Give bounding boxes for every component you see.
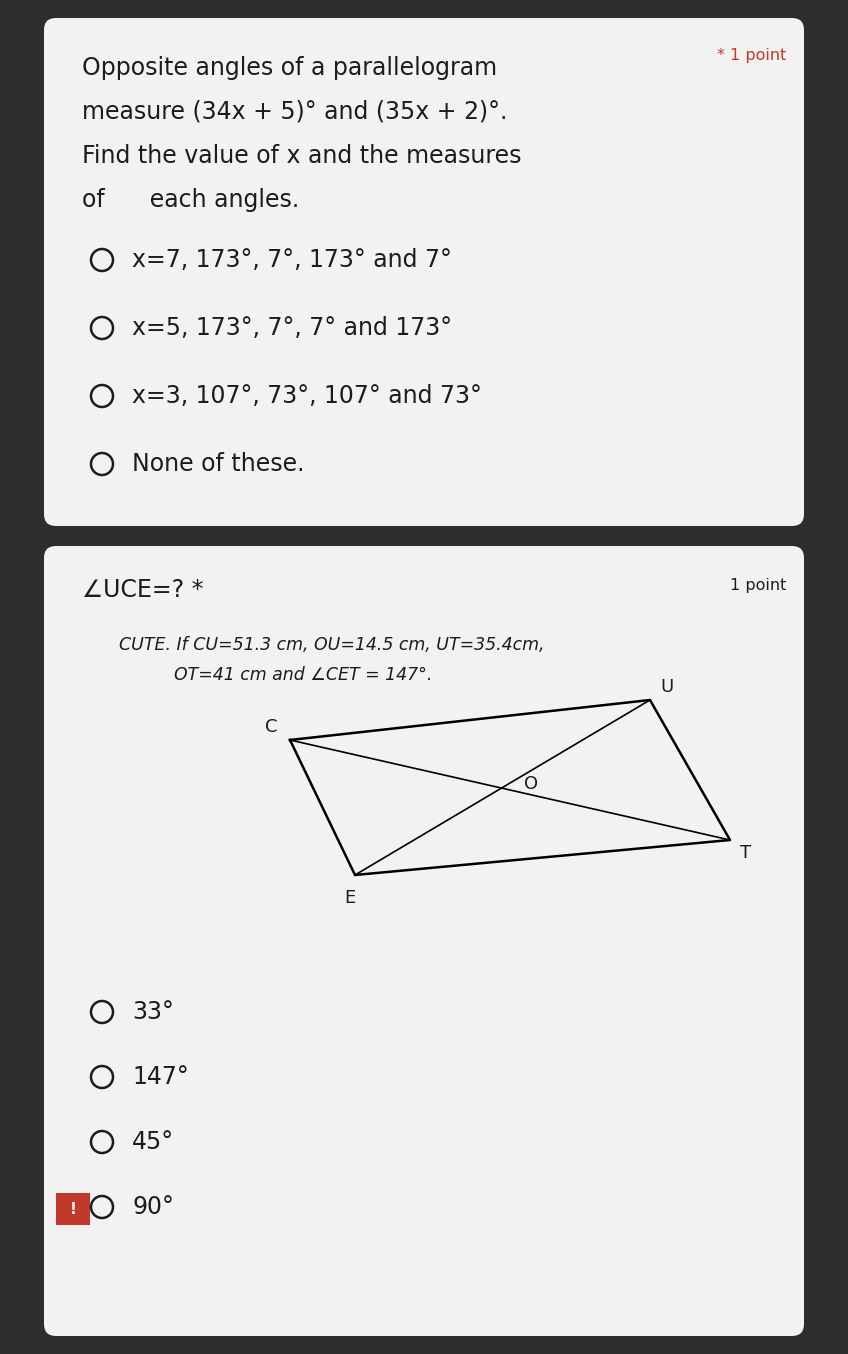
Text: CUTE. If CU=51.3 cm, OU=14.5 cm, UT=35.4cm,: CUTE. If CU=51.3 cm, OU=14.5 cm, UT=35.4… [119,636,544,654]
Text: 90°: 90° [132,1196,174,1219]
Text: * 1 point: * 1 point [717,47,786,64]
Text: OT=41 cm and ∠CET = 147°.: OT=41 cm and ∠CET = 147°. [174,666,432,684]
Text: Opposite angles of a parallelogram: Opposite angles of a parallelogram [82,56,497,80]
Text: E: E [344,890,355,907]
Text: x=3, 107°, 73°, 107° and 73°: x=3, 107°, 73°, 107° and 73° [132,385,482,408]
Text: of      each angles.: of each angles. [82,188,299,213]
Text: measure (34x + 5)° and (35x + 2)°.: measure (34x + 5)° and (35x + 2)°. [82,100,507,125]
Text: x=5, 173°, 7°, 7° and 173°: x=5, 173°, 7°, 7° and 173° [132,315,452,340]
Text: 147°: 147° [132,1066,189,1089]
Bar [56,1193,90,1225]
Text: ∠UCE=? *: ∠UCE=? * [82,578,204,603]
Text: 45°: 45° [132,1131,174,1154]
FancyBboxPatch shape [44,546,804,1336]
Text: T: T [740,844,751,862]
Text: 33°: 33° [132,1001,174,1024]
Text: Find the value of x and the measures: Find the value of x and the measures [82,144,522,168]
Text: U: U [660,678,673,696]
Text: x=7, 173°, 7°, 173° and 7°: x=7, 173°, 7°, 173° and 7° [132,248,452,272]
FancyBboxPatch shape [44,18,804,525]
Text: None of these.: None of these. [132,452,304,477]
Text: 1 point: 1 point [729,578,786,593]
Text: O: O [524,774,538,793]
Text: C: C [265,718,278,737]
Text: !: ! [70,1201,76,1216]
